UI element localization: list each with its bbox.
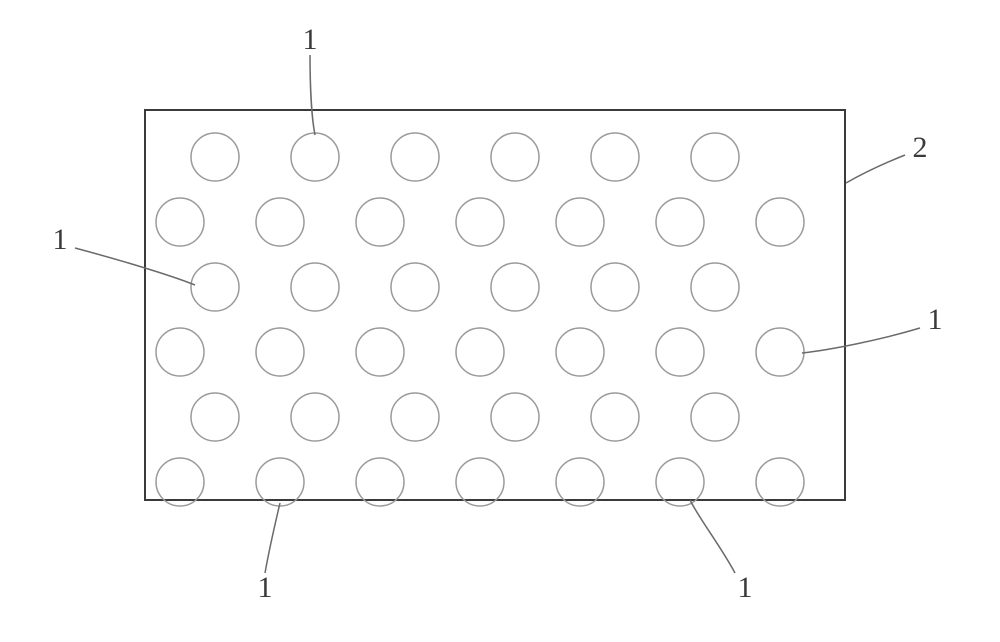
hole-circle (291, 263, 339, 311)
hole-circle (691, 393, 739, 441)
hole-circle (491, 133, 539, 181)
leader-line (75, 248, 195, 285)
hole-circle (756, 198, 804, 246)
hole-circle (156, 328, 204, 376)
hole-circle (556, 198, 604, 246)
hole-circle (256, 198, 304, 246)
hole-circle (591, 263, 639, 311)
callout-label: 1 (53, 223, 68, 257)
leader-line (310, 55, 315, 135)
hole-circle (256, 458, 304, 506)
hole-circle (456, 198, 504, 246)
hole-circle (656, 458, 704, 506)
hole-circle (456, 458, 504, 506)
hole-circle (391, 393, 439, 441)
hole-circle (356, 328, 404, 376)
diagram-svg (0, 0, 1000, 642)
hole-circle (491, 263, 539, 311)
hole-circle (556, 328, 604, 376)
hole-circle (291, 133, 339, 181)
hole-circle (156, 198, 204, 246)
callout-label: 1 (303, 23, 318, 57)
diagram-stage: 1 2 1 1 1 1 (0, 0, 1000, 642)
callout-label: 1 (738, 571, 753, 605)
leader-line (690, 500, 735, 573)
hole-circle (156, 458, 204, 506)
hole-circle (391, 263, 439, 311)
hole-circle (756, 458, 804, 506)
callout-label: 2 (913, 131, 928, 165)
hole-circle (456, 328, 504, 376)
hole-circle (691, 133, 739, 181)
hole-circle (356, 458, 404, 506)
hole-circle (356, 198, 404, 246)
hole-circle (391, 133, 439, 181)
leader-line (802, 328, 920, 353)
hole-circle (756, 328, 804, 376)
leader-line (846, 155, 905, 183)
hole-circle (191, 263, 239, 311)
hole-circle (656, 198, 704, 246)
hole-circle (591, 393, 639, 441)
hole-circle (691, 263, 739, 311)
hole-circle (656, 328, 704, 376)
callout-label: 1 (928, 303, 943, 337)
panel-rect (145, 110, 845, 500)
hole-circle (291, 393, 339, 441)
hole-circle (591, 133, 639, 181)
hole-circle (191, 133, 239, 181)
leader-line (265, 503, 280, 573)
hole-circle (556, 458, 604, 506)
callout-label: 1 (258, 571, 273, 605)
hole-circle (256, 328, 304, 376)
hole-circle (191, 393, 239, 441)
hole-circle (491, 393, 539, 441)
